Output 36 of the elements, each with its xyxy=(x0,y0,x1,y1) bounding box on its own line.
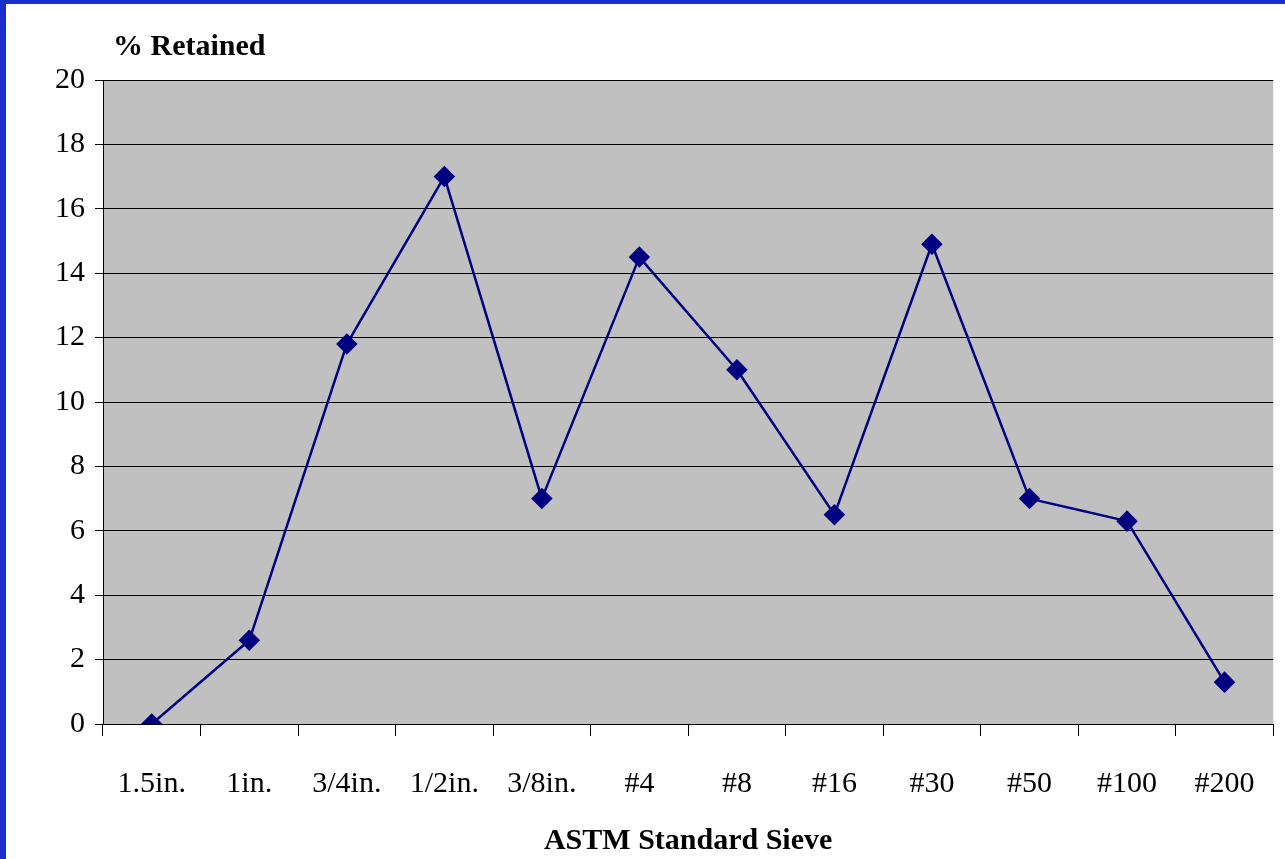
x-tick-label: #8 xyxy=(721,764,752,798)
y-tick-label: 8 xyxy=(70,447,85,481)
point xyxy=(1214,671,1235,693)
x-tick-label: 3/4in. xyxy=(312,764,382,798)
point xyxy=(824,504,845,525)
y-axis-title: % Retained xyxy=(113,27,266,61)
x-tick-label: 3/8in. xyxy=(507,764,577,798)
point xyxy=(1019,488,1040,509)
point xyxy=(1116,510,1138,532)
x-tick-label: 1in. xyxy=(226,764,273,798)
y-tick-label: 6 xyxy=(70,511,85,545)
point xyxy=(726,359,748,381)
y-tick-label: 14 xyxy=(55,254,85,288)
x-tick-label: #16 xyxy=(811,764,857,798)
x-tick-label: 1.5in. xyxy=(117,764,186,798)
point xyxy=(629,246,650,268)
y-tick-label: 16 xyxy=(55,189,85,223)
y-tick-label: 20 xyxy=(55,60,85,94)
y-tick-label: 2 xyxy=(70,640,85,674)
x-tick-label: #200 xyxy=(1194,764,1255,798)
point xyxy=(239,630,260,651)
x-tick-label: #100 xyxy=(1097,764,1157,798)
y-tick-label: 0 xyxy=(70,704,85,738)
point xyxy=(336,333,358,355)
x-tick-label: #4 xyxy=(624,764,655,798)
x-tick-label: #30 xyxy=(909,764,955,798)
x-tick-label: 1/2in. xyxy=(409,764,479,798)
point xyxy=(921,233,943,255)
point xyxy=(531,488,553,509)
point xyxy=(434,166,455,187)
x-tick-label: #50 xyxy=(1006,764,1052,798)
y-tick-label: 10 xyxy=(55,382,85,416)
x-axis-title: ASTM Standard Sieve xyxy=(543,821,833,855)
y-tick-label: 4 xyxy=(70,576,85,610)
y-tick-label: 18 xyxy=(55,125,85,159)
y-tick-label: 12 xyxy=(55,318,85,352)
